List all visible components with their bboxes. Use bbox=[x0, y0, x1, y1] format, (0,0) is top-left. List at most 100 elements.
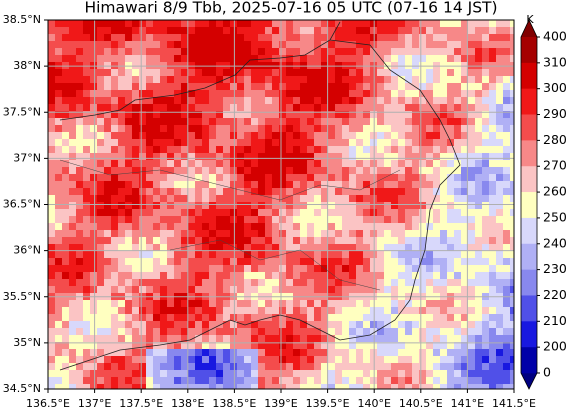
tbb-cell bbox=[216, 244, 223, 251]
tbb-cell bbox=[118, 300, 125, 307]
tbb-cell bbox=[440, 258, 447, 265]
tbb-cell bbox=[314, 83, 321, 90]
tbb-cell bbox=[405, 279, 412, 286]
tbb-cell bbox=[314, 370, 321, 377]
tbb-cell bbox=[237, 356, 244, 363]
tbb-cell bbox=[321, 48, 328, 55]
tbb-cell bbox=[104, 223, 111, 230]
tbb-cell bbox=[321, 132, 328, 139]
tbb-cell bbox=[335, 104, 342, 111]
tbb-cell bbox=[377, 90, 384, 97]
tbb-cell bbox=[223, 132, 230, 139]
tbb-cell bbox=[321, 139, 328, 146]
tbb-cell bbox=[118, 167, 125, 174]
colorbar-tick-label: 280 bbox=[543, 132, 567, 147]
tbb-cell bbox=[370, 195, 377, 202]
tbb-cell bbox=[160, 125, 167, 132]
tbb-cell bbox=[258, 181, 265, 188]
tbb-cell bbox=[314, 314, 321, 321]
tbb-cell bbox=[104, 279, 111, 286]
tbb-cell bbox=[202, 356, 209, 363]
tbb-cell bbox=[195, 20, 202, 27]
tbb-cell bbox=[55, 34, 62, 41]
tbb-cell bbox=[153, 41, 160, 48]
tbb-cell bbox=[202, 321, 209, 328]
tbb-cell bbox=[461, 342, 468, 349]
tbb-cell bbox=[440, 181, 447, 188]
tbb-cell bbox=[321, 251, 328, 258]
tbb-cell bbox=[454, 125, 461, 132]
tbb-cell bbox=[405, 125, 412, 132]
tbb-cell bbox=[286, 328, 293, 335]
tbb-cell bbox=[188, 167, 195, 174]
tbb-cell bbox=[251, 104, 258, 111]
tbb-cell bbox=[69, 230, 76, 237]
tbb-cell bbox=[48, 139, 55, 146]
tbb-cell bbox=[510, 237, 514, 244]
tbb-cell bbox=[251, 160, 258, 167]
tbb-cell bbox=[321, 167, 328, 174]
tbb-cell bbox=[146, 209, 153, 216]
tbb-cell bbox=[328, 125, 335, 132]
tbb-cell bbox=[363, 363, 370, 370]
tbb-cell bbox=[76, 258, 83, 265]
tbb-cell bbox=[223, 20, 230, 27]
tbb-cell bbox=[76, 237, 83, 244]
tbb-cell bbox=[412, 370, 419, 377]
tbb-cell bbox=[202, 181, 209, 188]
tbb-cell bbox=[111, 153, 118, 160]
tbb-cell bbox=[251, 41, 258, 48]
tbb-cell bbox=[300, 76, 307, 83]
tbb-cell bbox=[391, 244, 398, 251]
tbb-cell bbox=[384, 62, 391, 69]
tbb-cell bbox=[293, 153, 300, 160]
tbb-cell bbox=[174, 90, 181, 97]
tbb-cell bbox=[349, 202, 356, 209]
tbb-cell bbox=[167, 55, 174, 62]
tbb-cell bbox=[111, 209, 118, 216]
tbb-cell bbox=[104, 244, 111, 251]
tbb-cell bbox=[475, 349, 482, 356]
tbb-cell bbox=[419, 41, 426, 48]
tbb-cell bbox=[76, 188, 83, 195]
tbb-cell bbox=[307, 244, 314, 251]
tbb-cell bbox=[286, 111, 293, 118]
tbb-cell bbox=[146, 384, 153, 389]
tbb-cell bbox=[76, 300, 83, 307]
tbb-cell bbox=[440, 139, 447, 146]
tbb-cell bbox=[279, 90, 286, 97]
tbb-cell bbox=[83, 230, 90, 237]
tbb-cell bbox=[335, 153, 342, 160]
tbb-cell bbox=[244, 195, 251, 202]
tbb-cell bbox=[454, 132, 461, 139]
tbb-cell bbox=[125, 321, 132, 328]
tbb-cell bbox=[69, 41, 76, 48]
tbb-cell bbox=[83, 202, 90, 209]
tbb-cell bbox=[83, 167, 90, 174]
tbb-cell bbox=[307, 153, 314, 160]
tbb-cell bbox=[153, 139, 160, 146]
tbb-cell bbox=[279, 314, 286, 321]
tbb-cell bbox=[209, 69, 216, 76]
tbb-cell bbox=[475, 62, 482, 69]
tbb-cell bbox=[447, 377, 454, 384]
tbb-cell bbox=[272, 34, 279, 41]
tbb-cell bbox=[293, 377, 300, 384]
tbb-cell bbox=[139, 34, 146, 41]
tbb-cell bbox=[356, 125, 363, 132]
tbb-cell bbox=[363, 132, 370, 139]
tbb-cell bbox=[328, 195, 335, 202]
tbb-cell bbox=[384, 216, 391, 223]
tbb-cell bbox=[83, 160, 90, 167]
tbb-cell bbox=[139, 188, 146, 195]
tbb-cell bbox=[342, 384, 349, 389]
tbb-cell bbox=[223, 90, 230, 97]
tbb-cell bbox=[489, 230, 496, 237]
tbb-cell bbox=[216, 69, 223, 76]
tbb-cell bbox=[139, 118, 146, 125]
tbb-cell bbox=[356, 335, 363, 342]
tbb-cell bbox=[104, 307, 111, 314]
tbb-cell bbox=[216, 41, 223, 48]
tbb-cell bbox=[412, 349, 419, 356]
tbb-cell bbox=[300, 279, 307, 286]
